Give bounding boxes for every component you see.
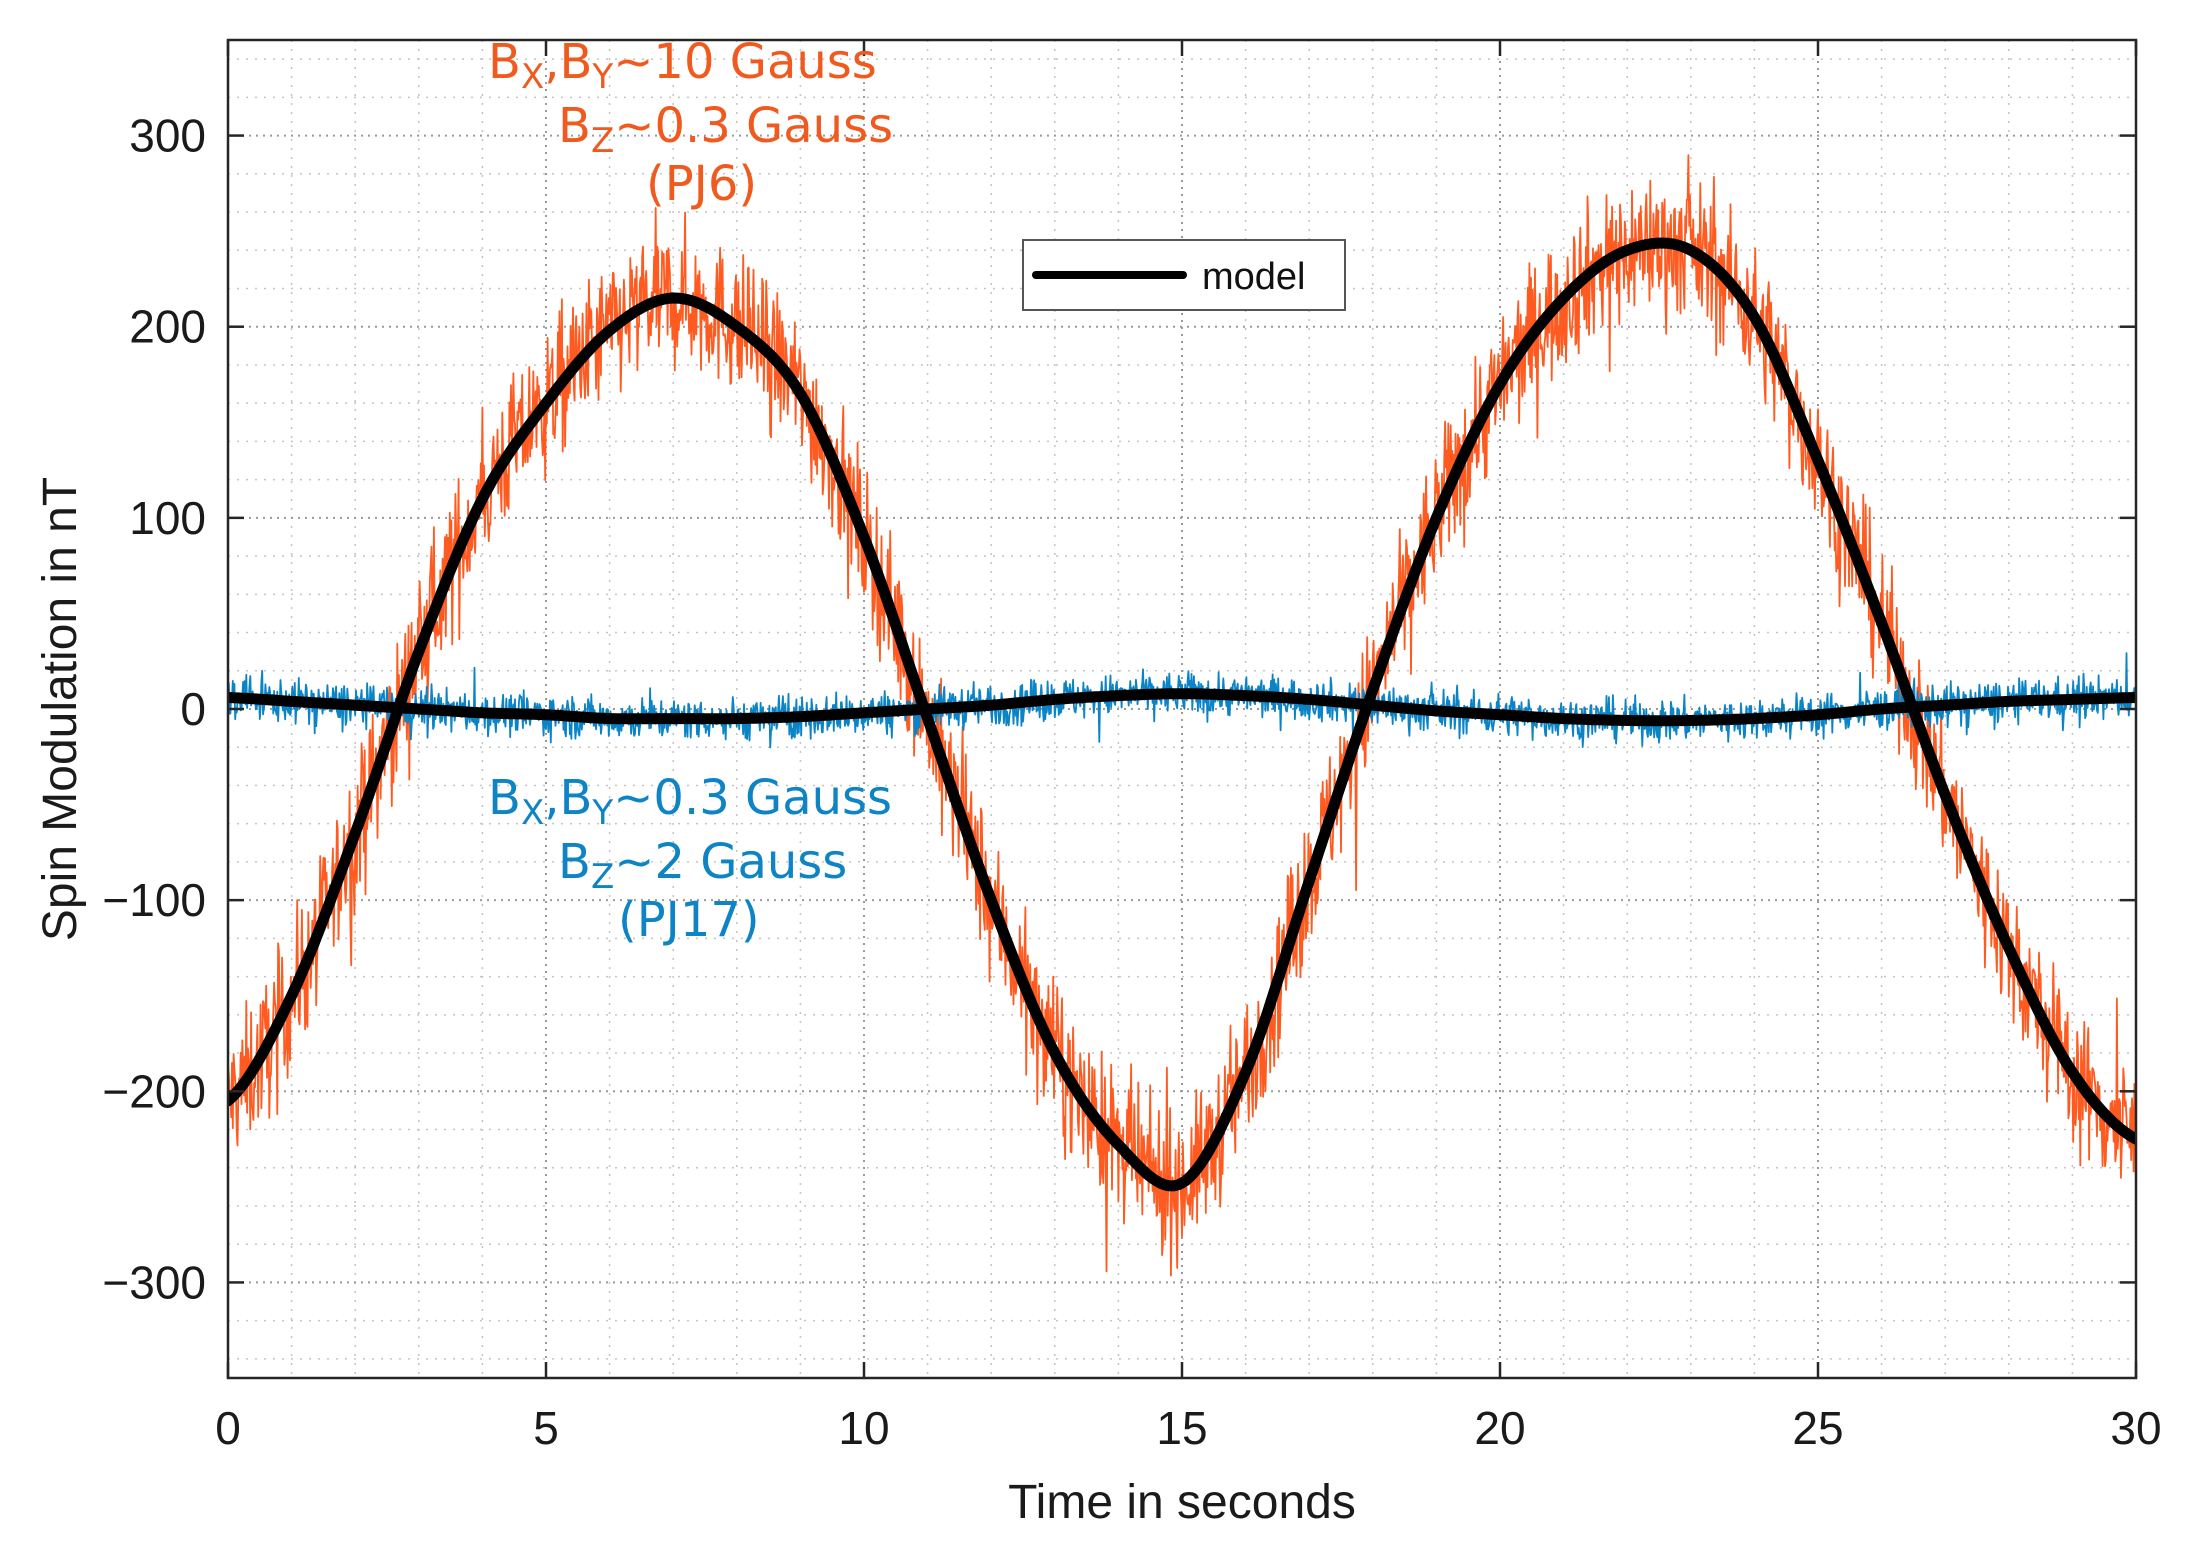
annotation-text: B bbox=[558, 98, 591, 154]
annotation-pj17: BX,BY~0.3 Gauss BZ~2 Gauss (PJ17) bbox=[488, 770, 892, 948]
annotation-text: ~0.3 Gauss bbox=[614, 98, 893, 154]
x-tick-label: 15 bbox=[1156, 1402, 1207, 1454]
y-tick-label: 300 bbox=[129, 110, 206, 162]
annotation-text: ~10 Gauss bbox=[613, 34, 877, 90]
y-tick-label: −100 bbox=[102, 874, 206, 926]
annotation-text: Z bbox=[591, 857, 614, 897]
x-tick-label: 25 bbox=[1792, 1402, 1843, 1454]
annotation-text: ~2 Gauss bbox=[614, 834, 847, 890]
y-tick-label: 0 bbox=[180, 683, 206, 735]
series-pj17-measured bbox=[228, 652, 2136, 749]
x-axis-label: Time in seconds bbox=[1008, 1476, 1356, 1529]
annotation-text: ,B bbox=[544, 34, 592, 90]
legend: model bbox=[1022, 239, 1346, 311]
annotation-text: ~0.3 Gauss bbox=[613, 770, 892, 826]
y-tick-label: −200 bbox=[102, 1065, 206, 1117]
annotation-text: X bbox=[521, 793, 544, 833]
annotation-text: (PJ6) bbox=[646, 156, 757, 212]
annotation-text: Y bbox=[591, 57, 613, 97]
series-model bbox=[228, 237, 2136, 1192]
annotation-text: X bbox=[521, 57, 544, 97]
legend-model-label: model bbox=[1202, 256, 1306, 298]
x-tick-label: 30 bbox=[2110, 1402, 2161, 1454]
series-layer bbox=[228, 154, 2136, 1277]
x-tick-label: 0 bbox=[215, 1402, 241, 1454]
tick-labels: 0 5 10 15 20 25 30 −300 −200 −100 0 100 200 300 bbox=[102, 110, 2161, 1454]
annotation-text: B bbox=[488, 34, 521, 90]
annotation-text: B bbox=[488, 770, 521, 826]
annotation-text: Z bbox=[591, 121, 614, 161]
x-tick-label: 20 bbox=[1474, 1402, 1525, 1454]
annotation-text: B bbox=[558, 834, 591, 890]
x-tick-label: 5 bbox=[533, 1402, 559, 1454]
y-tick-label: −300 bbox=[102, 1256, 206, 1308]
x-tick-label: 10 bbox=[838, 1402, 889, 1454]
y-tick-label: 200 bbox=[129, 301, 206, 353]
annotation-text: (PJ17) bbox=[618, 892, 760, 948]
y-tick-label: 100 bbox=[129, 492, 206, 544]
annotation-text: Y bbox=[591, 793, 613, 833]
annotation-pj6: BX,BY~10 Gauss BZ~0.3 Gauss (PJ6) bbox=[488, 34, 893, 212]
annotation-text: ,B bbox=[544, 770, 592, 826]
series-model-pj17 bbox=[228, 688, 2136, 727]
y-axis-label: Spin Modulation in nT bbox=[34, 477, 87, 941]
axis-ticks bbox=[226, 40, 2138, 1378]
